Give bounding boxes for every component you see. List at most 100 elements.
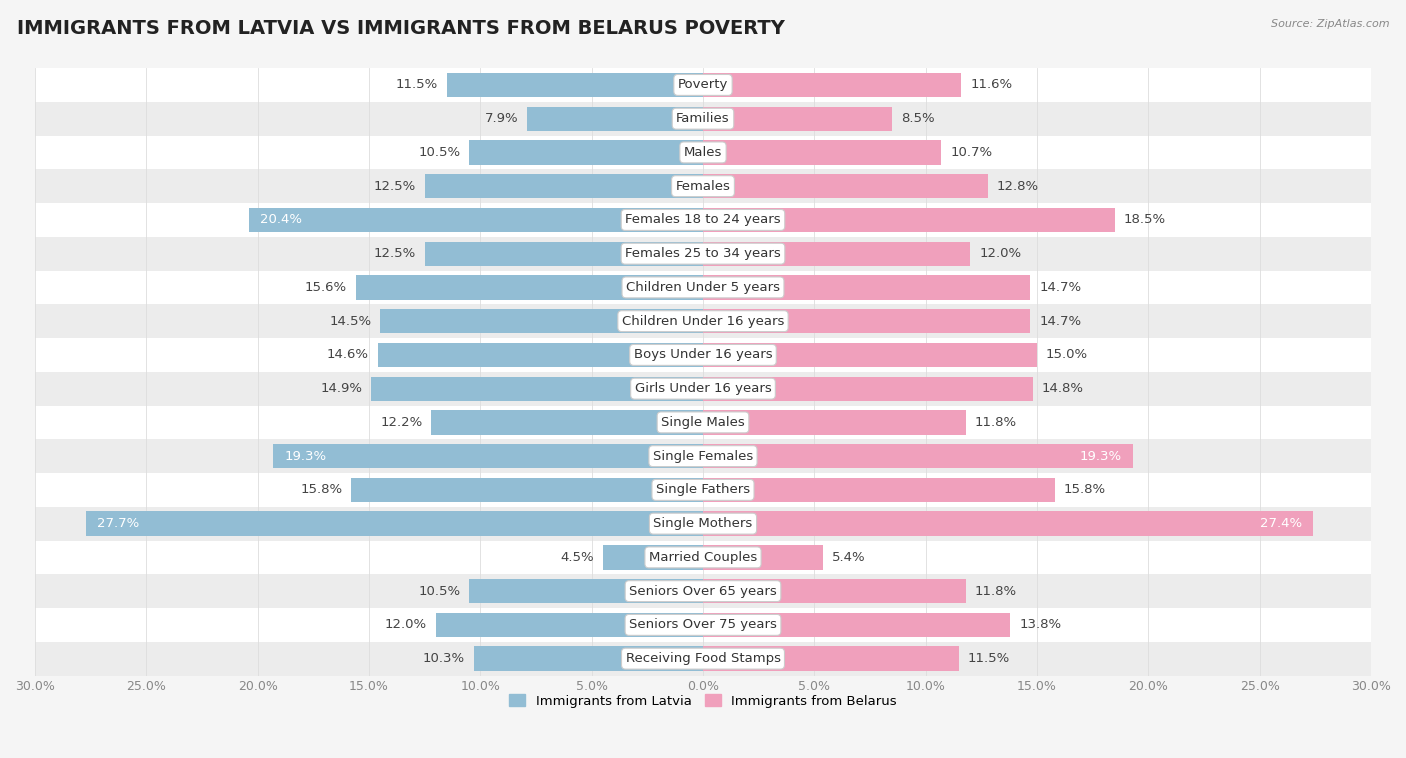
Bar <box>35 169 1371 203</box>
Text: 12.2%: 12.2% <box>380 416 422 429</box>
Text: 14.8%: 14.8% <box>1042 382 1084 395</box>
Bar <box>35 575 1371 608</box>
Bar <box>380 309 703 334</box>
Bar <box>273 444 703 468</box>
Text: 10.5%: 10.5% <box>418 146 460 159</box>
Bar <box>703 208 1115 232</box>
Text: 14.9%: 14.9% <box>321 382 363 395</box>
Text: Receiving Food Stamps: Receiving Food Stamps <box>626 652 780 665</box>
Text: Boys Under 16 years: Boys Under 16 years <box>634 349 772 362</box>
Text: 19.3%: 19.3% <box>284 449 326 462</box>
Bar <box>703 107 893 131</box>
Text: Children Under 16 years: Children Under 16 years <box>621 315 785 327</box>
Text: 8.5%: 8.5% <box>901 112 935 125</box>
Text: 18.5%: 18.5% <box>1123 214 1166 227</box>
Bar <box>470 140 703 164</box>
Text: 11.6%: 11.6% <box>970 78 1012 92</box>
Text: 10.3%: 10.3% <box>423 652 465 665</box>
Text: 12.5%: 12.5% <box>374 247 416 260</box>
Text: 20.4%: 20.4% <box>260 214 302 227</box>
Text: Single Males: Single Males <box>661 416 745 429</box>
Text: Single Fathers: Single Fathers <box>657 484 749 496</box>
Bar <box>703 73 962 97</box>
Text: 7.9%: 7.9% <box>485 112 519 125</box>
Bar <box>35 203 1371 236</box>
Text: 12.5%: 12.5% <box>374 180 416 193</box>
Bar <box>35 136 1371 169</box>
Bar <box>35 608 1371 642</box>
Text: 11.5%: 11.5% <box>967 652 1011 665</box>
Bar <box>35 642 1371 675</box>
Bar <box>425 174 703 199</box>
Bar <box>703 410 966 434</box>
Bar <box>35 102 1371 136</box>
Text: Single Mothers: Single Mothers <box>654 517 752 530</box>
Bar <box>436 612 703 637</box>
Text: Source: ZipAtlas.com: Source: ZipAtlas.com <box>1271 19 1389 29</box>
Text: 12.0%: 12.0% <box>979 247 1021 260</box>
Text: IMMIGRANTS FROM LATVIA VS IMMIGRANTS FROM BELARUS POVERTY: IMMIGRANTS FROM LATVIA VS IMMIGRANTS FRO… <box>17 19 785 38</box>
Bar <box>352 478 703 502</box>
Text: Males: Males <box>683 146 723 159</box>
Bar <box>249 208 703 232</box>
Text: 15.6%: 15.6% <box>305 281 347 294</box>
Bar <box>703 242 970 266</box>
Bar <box>703 545 824 569</box>
Text: 15.8%: 15.8% <box>299 484 342 496</box>
Text: 12.8%: 12.8% <box>997 180 1039 193</box>
Text: 19.3%: 19.3% <box>1080 449 1122 462</box>
Text: Poverty: Poverty <box>678 78 728 92</box>
Text: Married Couples: Married Couples <box>650 551 756 564</box>
Bar <box>703 343 1038 367</box>
Bar <box>35 338 1371 371</box>
Bar <box>35 507 1371 540</box>
Bar <box>474 647 703 671</box>
Text: Families: Families <box>676 112 730 125</box>
Bar <box>35 540 1371 575</box>
Bar <box>378 343 703 367</box>
Text: Girls Under 16 years: Girls Under 16 years <box>634 382 772 395</box>
Text: 5.4%: 5.4% <box>832 551 866 564</box>
Text: 14.7%: 14.7% <box>1039 315 1081 327</box>
Bar <box>35 371 1371 406</box>
Text: 4.5%: 4.5% <box>560 551 593 564</box>
Text: 11.5%: 11.5% <box>395 78 439 92</box>
Bar <box>356 275 703 299</box>
Bar <box>703 579 966 603</box>
Text: 11.8%: 11.8% <box>974 584 1017 597</box>
Bar <box>470 579 703 603</box>
Bar <box>703 647 959 671</box>
Text: 10.5%: 10.5% <box>418 584 460 597</box>
Bar <box>527 107 703 131</box>
Text: Females 25 to 34 years: Females 25 to 34 years <box>626 247 780 260</box>
Bar <box>35 68 1371 102</box>
Bar <box>371 377 703 401</box>
Text: 27.7%: 27.7% <box>97 517 139 530</box>
Bar <box>703 612 1011 637</box>
Text: Single Females: Single Females <box>652 449 754 462</box>
Bar <box>35 440 1371 473</box>
Bar <box>35 271 1371 304</box>
Bar <box>86 512 703 536</box>
Text: 11.8%: 11.8% <box>974 416 1017 429</box>
Text: Seniors Over 65 years: Seniors Over 65 years <box>628 584 778 597</box>
Bar <box>703 444 1133 468</box>
Text: 15.8%: 15.8% <box>1064 484 1107 496</box>
Text: 10.7%: 10.7% <box>950 146 993 159</box>
Bar <box>35 304 1371 338</box>
Bar <box>432 410 703 434</box>
Text: Children Under 5 years: Children Under 5 years <box>626 281 780 294</box>
Text: Seniors Over 75 years: Seniors Over 75 years <box>628 619 778 631</box>
Text: 14.5%: 14.5% <box>329 315 371 327</box>
Bar <box>703 478 1054 502</box>
Bar <box>447 73 703 97</box>
Bar <box>703 275 1031 299</box>
Bar <box>703 377 1032 401</box>
Text: 14.6%: 14.6% <box>328 349 368 362</box>
Text: Females: Females <box>675 180 731 193</box>
Bar <box>703 512 1313 536</box>
Text: 15.0%: 15.0% <box>1046 349 1088 362</box>
Bar <box>425 242 703 266</box>
Bar <box>703 309 1031 334</box>
Text: 27.4%: 27.4% <box>1260 517 1302 530</box>
